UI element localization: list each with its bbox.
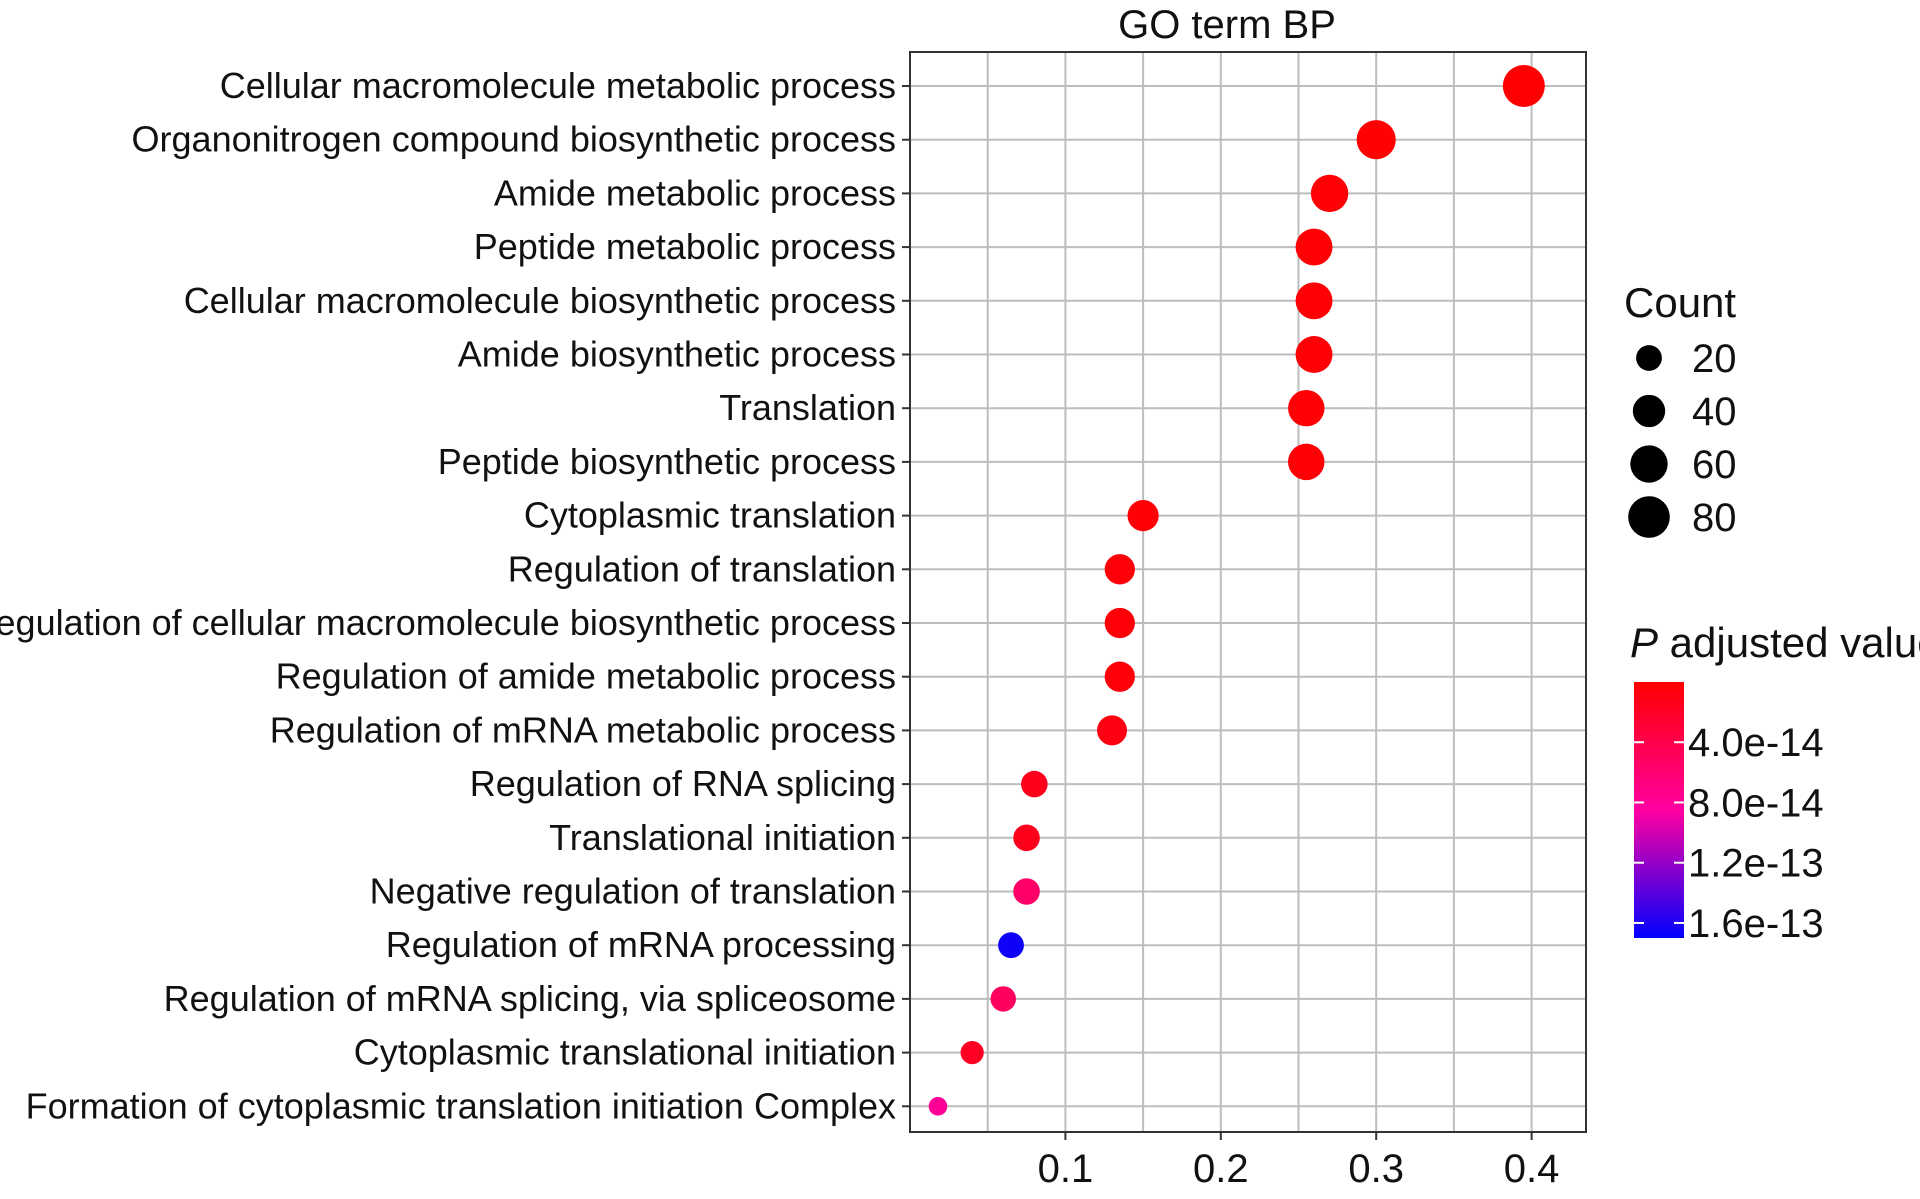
data-point	[1013, 878, 1040, 905]
count-legend: Count 20 40 60 80	[1624, 279, 1737, 540]
count-legend-dot	[1632, 394, 1666, 428]
p-adjusted-colorbar	[1634, 682, 1684, 938]
chart-title: GO term BP	[1118, 3, 1336, 47]
count-legend-items: 20 40 60 80	[1628, 337, 1737, 540]
term-label: Translation	[719, 387, 896, 428]
data-point	[1356, 120, 1396, 160]
data-point	[1127, 499, 1159, 532]
count-legend-dot	[1636, 345, 1662, 371]
term-label: Peptide metabolic process	[474, 226, 896, 267]
data-point	[1295, 282, 1333, 320]
term-label: Regulation of mRNA processing	[386, 924, 896, 965]
term-label: Regulation of RNA splicing	[470, 763, 896, 804]
term-labels: Cellular macromolecule metabolic process…	[0, 65, 910, 1126]
x-tick-label: 0.2	[1193, 1147, 1249, 1191]
term-label: Regulation of cellular macromolecule bio…	[0, 602, 896, 643]
data-point	[1295, 228, 1333, 266]
count-legend-title: Count	[1624, 279, 1736, 326]
data-point	[1104, 554, 1135, 585]
count-legend-label: 20	[1692, 337, 1737, 381]
data-point	[1288, 443, 1325, 481]
p-adjusted-legend-label: 1.6e-13	[1688, 902, 1824, 946]
p-adjusted-legend: P adjusted value 4.0e-14 8.0e-14 1.2e-13 1.…	[1630, 619, 1920, 946]
count-legend-dot	[1628, 496, 1670, 538]
term-label: Regulation of translation	[508, 548, 896, 589]
term-label: Formation of cytoplasmic translation ini…	[26, 1085, 896, 1126]
plot-panel-border	[909, 51, 1587, 1133]
count-legend-label: 60	[1692, 443, 1737, 487]
x-tick-label: 0.4	[1504, 1147, 1560, 1191]
data-point	[1502, 65, 1545, 107]
term-label: Cytoplasmic translational initiation	[354, 1032, 896, 1073]
x-tick-label: 0.1	[1038, 1147, 1094, 1191]
data-point	[998, 932, 1024, 959]
term-label: Amide biosynthetic process	[458, 334, 896, 375]
data-point	[1310, 174, 1349, 213]
p-adjusted-legend-label: 8.0e-14	[1688, 781, 1824, 825]
data-points	[928, 65, 1545, 1116]
term-label: Translational initiation	[549, 817, 896, 858]
term-label: Organonitrogen compound biosynthetic pro…	[132, 119, 896, 160]
term-label: Cytoplasmic translation	[524, 495, 896, 536]
term-label: Regulation of mRNA metabolic process	[270, 709, 896, 750]
term-label: Negative regulation of translation	[370, 871, 896, 912]
x-tick-label: 0.3	[1348, 1147, 1404, 1191]
term-label: Peptide biosynthetic process	[438, 441, 896, 482]
data-point	[1104, 607, 1135, 639]
data-point	[1104, 661, 1135, 692]
grid-lines	[910, 52, 1586, 1132]
p-adjusted-legend-title: P adjusted value	[1630, 619, 1920, 666]
p-adjusted-legend-title-italic: P	[1630, 619, 1658, 666]
term-label: Regulation of mRNA splicing, via spliceo…	[164, 978, 896, 1019]
data-point	[1288, 389, 1325, 427]
term-label: Regulation of amide metabolic process	[276, 656, 896, 697]
data-point	[1021, 770, 1048, 798]
data-point	[1013, 824, 1040, 852]
count-legend-dot	[1630, 445, 1668, 483]
data-point	[960, 1040, 984, 1065]
count-legend-label: 80	[1692, 496, 1737, 540]
p-adjusted-legend-ticks: 4.0e-14 8.0e-14 1.2e-13 1.6e-13	[1634, 721, 1824, 946]
p-adjusted-legend-title-rest: adjusted value	[1658, 619, 1920, 666]
data-point	[1097, 715, 1128, 746]
data-point	[990, 986, 1016, 1012]
count-legend-label: 40	[1692, 390, 1737, 434]
term-label: Amide metabolic process	[494, 172, 896, 213]
x-axis-ticks: 0.1 0.2 0.3 0.4	[1038, 1132, 1560, 1191]
data-point	[1295, 336, 1333, 373]
data-point	[928, 1096, 948, 1116]
term-label: Cellular macromolecule biosynthetic proc…	[184, 280, 896, 321]
p-adjusted-legend-label: 1.2e-13	[1688, 842, 1824, 886]
term-label: Cellular macromolecule metabolic process	[220, 65, 896, 106]
p-adjusted-legend-label: 4.0e-14	[1688, 721, 1824, 765]
